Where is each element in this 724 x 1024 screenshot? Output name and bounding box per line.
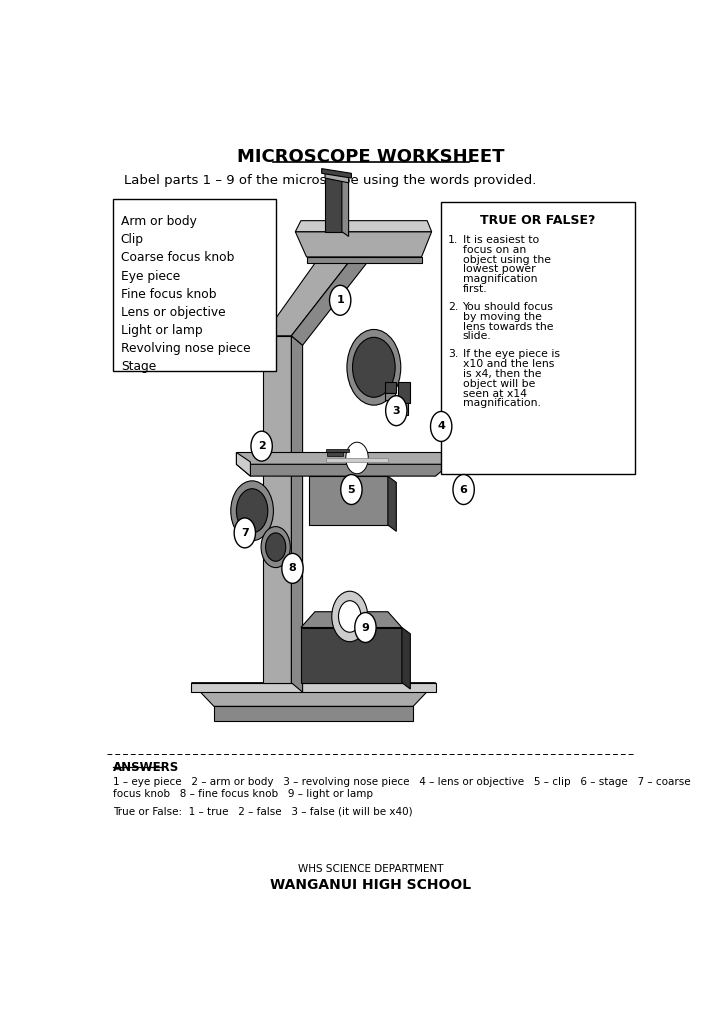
FancyBboxPatch shape — [441, 202, 635, 474]
Circle shape — [251, 431, 272, 461]
Text: Revolving nose piece: Revolving nose piece — [121, 342, 251, 355]
Polygon shape — [327, 453, 343, 456]
Text: object will be: object will be — [463, 379, 535, 389]
Text: Coarse focus knob: Coarse focus knob — [121, 252, 234, 264]
Polygon shape — [326, 450, 349, 453]
Polygon shape — [291, 238, 379, 345]
Text: Stage: Stage — [121, 360, 156, 373]
Text: slide.: slide. — [463, 332, 492, 341]
Text: lens towards the: lens towards the — [463, 322, 553, 332]
Text: Fine focus knob: Fine focus knob — [121, 288, 216, 301]
Text: seen at x14: seen at x14 — [463, 388, 526, 398]
Circle shape — [353, 337, 395, 397]
Text: Label parts 1 – 9 of the microscope using the words provided.: Label parts 1 – 9 of the microscope usin… — [125, 174, 536, 187]
Text: True or False:  1 – true   2 – false   3 – false (it will be x40): True or False: 1 – true 2 – false 3 – fa… — [113, 807, 413, 816]
Text: x10 and the lens: x10 and the lens — [463, 359, 554, 369]
Circle shape — [339, 601, 361, 632]
Circle shape — [355, 612, 376, 642]
Text: ANSWERS: ANSWERS — [113, 761, 180, 774]
Polygon shape — [214, 707, 413, 721]
Polygon shape — [291, 336, 303, 692]
Text: 2: 2 — [258, 441, 266, 452]
Circle shape — [347, 330, 401, 406]
Text: 1.: 1. — [448, 234, 458, 245]
Polygon shape — [326, 458, 388, 462]
Polygon shape — [264, 231, 369, 336]
Text: Light or lamp: Light or lamp — [121, 324, 203, 337]
Polygon shape — [385, 392, 395, 400]
Text: 7: 7 — [241, 528, 248, 538]
Circle shape — [341, 474, 362, 505]
Circle shape — [261, 526, 290, 567]
Circle shape — [282, 553, 303, 584]
Text: 2.: 2. — [448, 302, 458, 312]
Circle shape — [453, 474, 474, 505]
Text: Lens or objective: Lens or objective — [121, 306, 225, 318]
Text: If the eye piece is: If the eye piece is — [463, 349, 560, 359]
Text: lowest power: lowest power — [463, 264, 535, 274]
Polygon shape — [295, 220, 432, 231]
Text: is x4, then the: is x4, then the — [463, 369, 541, 379]
Polygon shape — [325, 178, 342, 231]
Text: It is easiest to: It is easiest to — [463, 234, 539, 245]
Text: You should focus: You should focus — [463, 302, 553, 312]
Circle shape — [332, 591, 368, 642]
Text: focus on an: focus on an — [463, 245, 526, 255]
Text: 4: 4 — [437, 422, 445, 431]
Polygon shape — [236, 464, 450, 476]
Text: 1 – eye piece   2 – arm or body   3 – revolving nose piece   4 – lens or objecti: 1 – eye piece 2 – arm or body 3 – revolv… — [113, 777, 691, 787]
Polygon shape — [264, 336, 291, 683]
Polygon shape — [295, 231, 432, 257]
Text: WANGANUI HIGH SCHOOL: WANGANUI HIGH SCHOOL — [271, 879, 471, 892]
Polygon shape — [191, 683, 436, 692]
Text: 3: 3 — [392, 406, 400, 416]
Circle shape — [231, 481, 274, 541]
FancyBboxPatch shape — [113, 200, 276, 372]
Text: first.: first. — [463, 284, 487, 294]
Polygon shape — [309, 476, 388, 525]
Polygon shape — [236, 453, 251, 476]
Circle shape — [386, 395, 407, 426]
Circle shape — [266, 532, 286, 561]
Text: Arm or body: Arm or body — [121, 215, 197, 228]
Circle shape — [234, 518, 256, 548]
Text: focus knob   8 – fine focus knob   9 – light or lamp: focus knob 8 – fine focus knob 9 – light… — [113, 790, 373, 799]
Polygon shape — [342, 178, 349, 237]
Text: 1: 1 — [337, 295, 344, 305]
Polygon shape — [301, 611, 402, 628]
Circle shape — [431, 412, 452, 441]
Text: 5: 5 — [348, 484, 355, 495]
Polygon shape — [301, 628, 402, 683]
Circle shape — [329, 286, 351, 315]
Polygon shape — [402, 628, 411, 689]
Polygon shape — [321, 169, 351, 178]
Text: Clip: Clip — [121, 233, 144, 246]
Polygon shape — [236, 453, 450, 464]
Circle shape — [346, 442, 369, 474]
Text: object using the: object using the — [463, 255, 550, 264]
Circle shape — [236, 488, 268, 532]
Text: WHS SCIENCE DEPARTMENT: WHS SCIENCE DEPARTMENT — [298, 864, 444, 874]
Text: TRUE OR FALSE?: TRUE OR FALSE? — [480, 214, 596, 226]
Polygon shape — [388, 476, 396, 531]
Text: 8: 8 — [289, 563, 296, 573]
Text: 9: 9 — [361, 623, 369, 633]
Polygon shape — [306, 257, 421, 263]
Polygon shape — [385, 382, 396, 392]
Polygon shape — [398, 402, 408, 415]
Text: 6: 6 — [460, 484, 468, 495]
Text: 3.: 3. — [448, 349, 458, 359]
Polygon shape — [398, 382, 411, 402]
Text: MICROSCOPE WORKSHEET: MICROSCOPE WORKSHEET — [237, 147, 505, 166]
Polygon shape — [325, 173, 349, 183]
Text: magnification.: magnification. — [463, 398, 540, 409]
Polygon shape — [191, 683, 436, 707]
Text: magnification: magnification — [463, 274, 537, 285]
Text: Eye piece: Eye piece — [121, 269, 180, 283]
Text: by moving the: by moving the — [463, 311, 542, 322]
